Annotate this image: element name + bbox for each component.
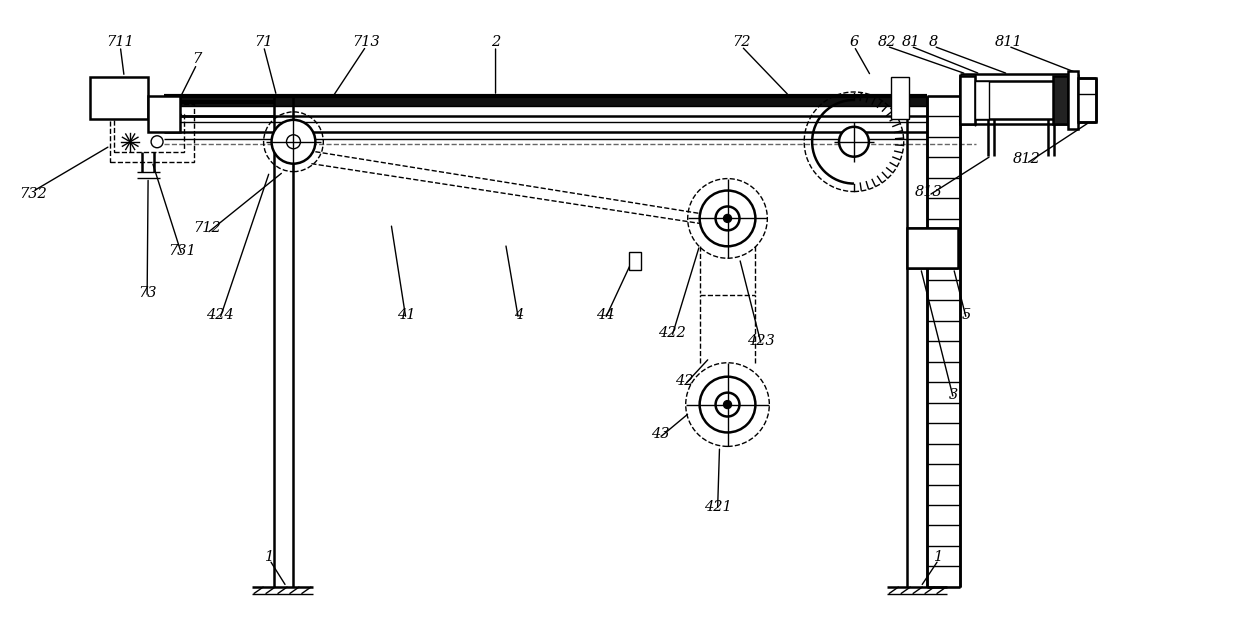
Text: 713: 713 — [352, 36, 379, 49]
Text: 3: 3 — [949, 388, 959, 402]
Text: 8: 8 — [929, 36, 939, 49]
Text: 1: 1 — [934, 550, 944, 564]
Circle shape — [723, 214, 732, 222]
Circle shape — [272, 120, 315, 164]
Text: 422: 422 — [658, 326, 686, 340]
Text: 43: 43 — [651, 427, 670, 442]
Text: 711: 711 — [107, 36, 134, 49]
Bar — [148, 96, 180, 132]
Text: 1: 1 — [265, 550, 274, 564]
Bar — [114, 114, 184, 152]
Bar — [1053, 76, 1068, 124]
Text: 6: 6 — [849, 36, 858, 49]
Circle shape — [699, 377, 755, 432]
Bar — [961, 81, 1068, 119]
Circle shape — [715, 392, 739, 417]
Text: 4: 4 — [513, 308, 523, 322]
Text: 2: 2 — [491, 36, 500, 49]
Bar — [976, 81, 990, 119]
Text: 423: 423 — [748, 334, 775, 348]
Text: 73: 73 — [138, 286, 156, 300]
Text: 42: 42 — [676, 374, 694, 388]
Text: 813: 813 — [915, 184, 942, 199]
Circle shape — [715, 206, 739, 231]
Text: 82: 82 — [878, 36, 897, 49]
Text: 81: 81 — [901, 36, 920, 49]
Text: 421: 421 — [703, 500, 732, 514]
Text: 7: 7 — [192, 52, 202, 66]
Circle shape — [839, 127, 869, 157]
Text: 424: 424 — [206, 308, 233, 322]
Text: 44: 44 — [595, 308, 614, 322]
Text: 811: 811 — [994, 36, 1022, 49]
Text: 731: 731 — [169, 244, 196, 259]
Bar — [1068, 71, 1078, 129]
Text: 71: 71 — [254, 36, 273, 49]
Bar — [890, 77, 909, 119]
Bar — [164, 96, 926, 106]
Circle shape — [699, 191, 755, 246]
Bar — [1078, 78, 1096, 122]
Circle shape — [723, 401, 732, 409]
Text: 72: 72 — [732, 36, 750, 49]
Circle shape — [286, 135, 300, 149]
Text: 41: 41 — [397, 308, 415, 322]
Bar — [91, 77, 148, 119]
Text: 812: 812 — [1012, 151, 1040, 166]
Text: 732: 732 — [19, 186, 47, 201]
Bar — [629, 252, 641, 270]
Bar — [110, 104, 193, 162]
Text: 5: 5 — [962, 308, 971, 322]
Bar — [961, 76, 976, 124]
Circle shape — [151, 136, 162, 148]
Bar — [906, 229, 959, 268]
Text: 712: 712 — [193, 221, 221, 235]
